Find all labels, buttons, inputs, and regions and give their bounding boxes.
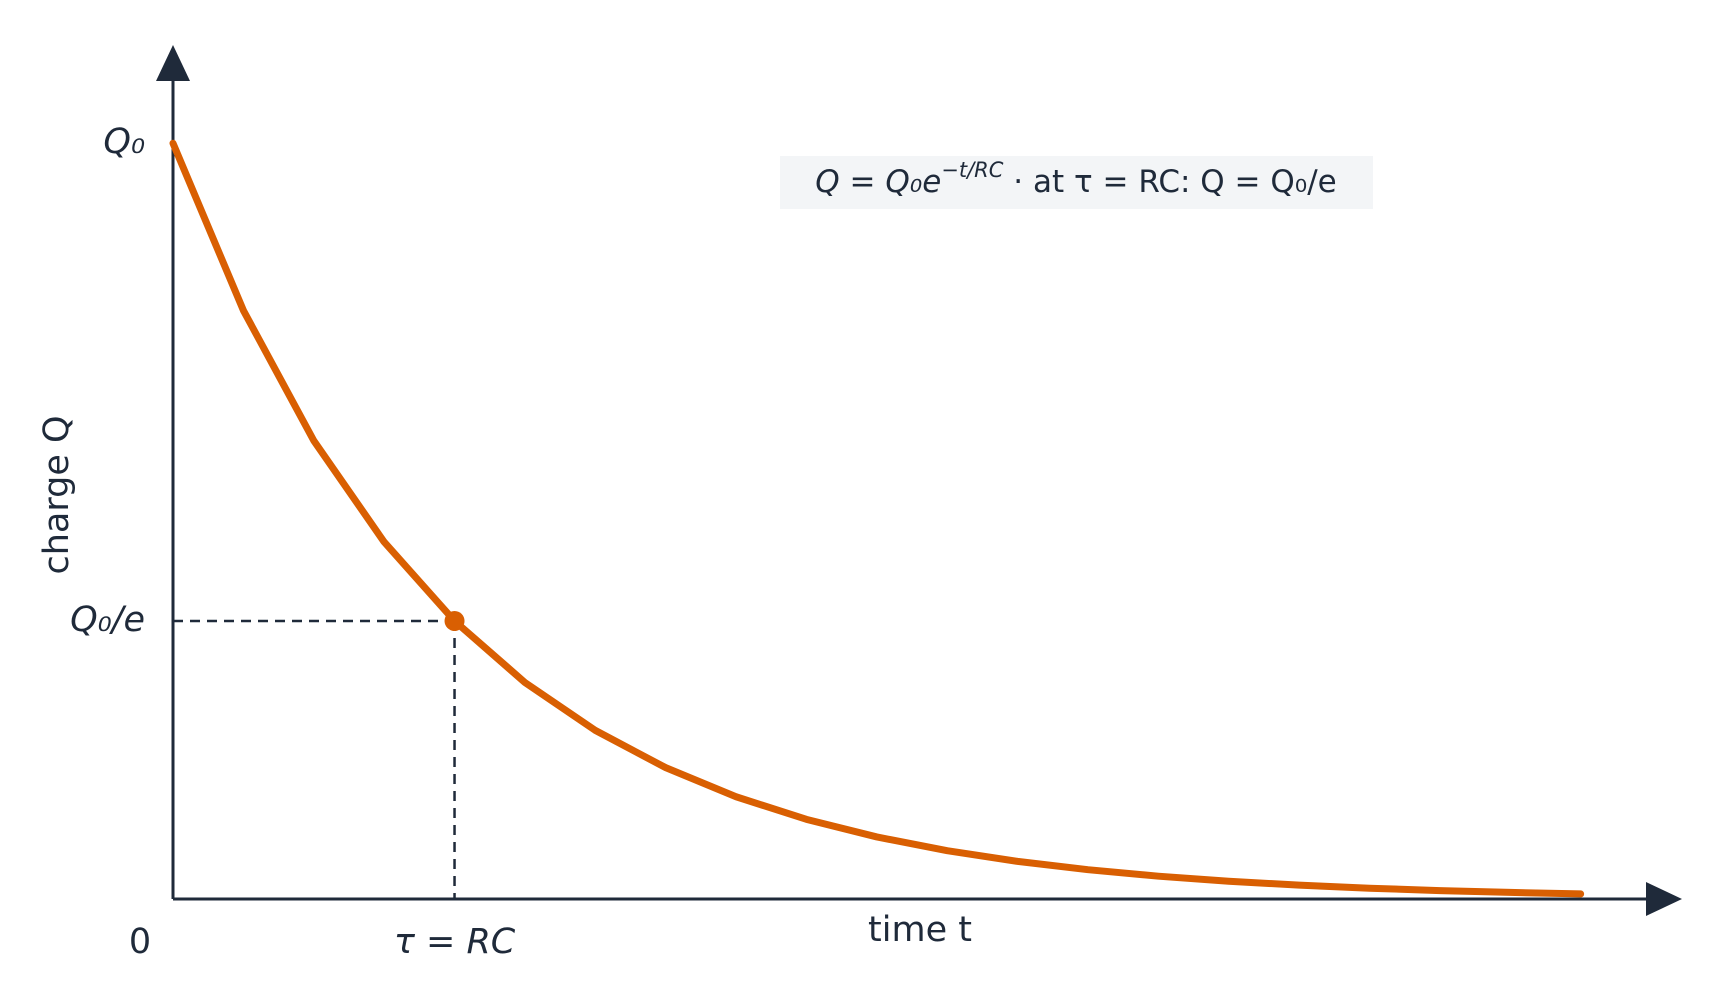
x-tick-label: 0 xyxy=(129,922,151,962)
y-tick-label: Q₀ xyxy=(103,122,145,162)
curve xyxy=(169,139,1585,898)
x-axis-arrow xyxy=(1646,882,1682,916)
y-axis-label: charge Q xyxy=(37,415,77,574)
y-tick-label: Q₀/e xyxy=(70,600,145,640)
formula-exponent: −t/RC xyxy=(941,158,1003,182)
annotation-box xyxy=(780,156,1373,209)
y-axis-arrow xyxy=(156,45,190,81)
tau-marker xyxy=(444,610,465,631)
x-tick-label: τ = RC xyxy=(394,922,516,962)
formula-base: Q = Q₀e xyxy=(815,164,941,200)
annotation: Q = Q₀e−t/RC · at τ = RC: Q = Q₀/e xyxy=(815,158,1336,200)
annotation-note: · at τ = RC: Q = Q₀/e xyxy=(1003,164,1336,200)
x-axis-label: time t xyxy=(868,910,972,950)
